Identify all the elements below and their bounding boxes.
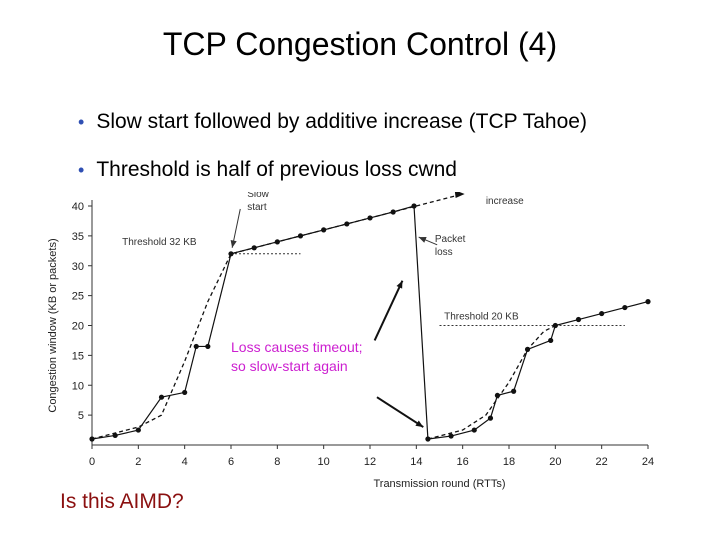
data-point bbox=[193, 343, 199, 350]
annotation-text: start bbox=[247, 202, 267, 213]
data-point bbox=[599, 310, 605, 317]
x-tick-label: 20 bbox=[549, 456, 561, 468]
x-tick-label: 16 bbox=[457, 456, 469, 468]
x-tick-label: 22 bbox=[596, 456, 608, 468]
x-tick-label: 12 bbox=[364, 456, 376, 468]
y-tick-label: 35 bbox=[72, 231, 84, 243]
data-point bbox=[548, 337, 554, 344]
timeout-callout-text: Loss causes timeout; bbox=[231, 339, 363, 355]
x-tick-label: 6 bbox=[228, 456, 234, 468]
bullet-icon: • bbox=[78, 160, 85, 180]
callout-arrow-up bbox=[373, 280, 404, 341]
data-point bbox=[645, 299, 651, 305]
aimd-question: Is this AIMD? bbox=[60, 490, 184, 513]
data-point bbox=[297, 233, 304, 239]
data-point bbox=[112, 432, 118, 439]
y-tick-label: 25 bbox=[72, 291, 84, 303]
x-tick-label: 24 bbox=[642, 456, 654, 468]
x-tick-label: 18 bbox=[503, 456, 515, 468]
data-point bbox=[411, 203, 417, 209]
bullet-text-1: Slow start followed by additive increase… bbox=[96, 110, 587, 133]
data-point bbox=[575, 316, 582, 323]
x-axis-label: Transmission round (RTTs) bbox=[373, 478, 505, 490]
arrowhead bbox=[454, 192, 465, 199]
x-tick-label: 0 bbox=[89, 456, 95, 468]
bullet-icon: • bbox=[78, 112, 85, 132]
x-tick-label: 4 bbox=[182, 456, 188, 468]
annotation-text: increase bbox=[486, 196, 524, 207]
data-point bbox=[552, 322, 558, 329]
callout-arrow-down-head bbox=[415, 420, 424, 428]
bullet-item-2: • Threshold is half of previous loss cwnd bbox=[78, 158, 457, 182]
y-tick-label: 30 bbox=[72, 261, 84, 273]
bullet-text-2: Threshold is half of previous loss cwnd bbox=[96, 158, 457, 181]
data-point bbox=[622, 304, 628, 311]
y-tick-label: 40 bbox=[72, 201, 84, 213]
packet-loss-pointer-arrow-head bbox=[418, 237, 427, 243]
slide-title: TCP Congestion Control (4) bbox=[162, 26, 558, 62]
data-point bbox=[471, 427, 477, 433]
timeout-callout-text: so slow-start again bbox=[231, 358, 348, 374]
bullet-item-1: • Slow start followed by additive increas… bbox=[78, 110, 587, 134]
x-tick-label: 10 bbox=[318, 456, 330, 468]
data-point bbox=[228, 251, 234, 257]
slow-start-pointer-arrow-head bbox=[230, 239, 237, 248]
series-line-dashed-restart bbox=[427, 324, 556, 440]
data-point bbox=[344, 221, 350, 227]
annotation-text: Threshold 20 KB bbox=[444, 312, 519, 323]
data-point bbox=[158, 394, 165, 400]
data-point bbox=[182, 389, 188, 396]
data-point bbox=[205, 343, 211, 350]
data-point bbox=[487, 415, 494, 421]
annotation-text: Slow bbox=[247, 192, 269, 200]
annotation-text: Threshold 32 KB bbox=[122, 237, 197, 248]
annotation-text: Additive bbox=[486, 192, 522, 194]
x-tick-label: 14 bbox=[410, 456, 422, 468]
annotation-text: Packet bbox=[435, 234, 466, 245]
y-axis-label: Congestion window (KB or packets) bbox=[47, 238, 59, 412]
y-tick-label: 5 bbox=[78, 410, 84, 422]
data-point bbox=[511, 388, 517, 394]
x-tick-label: 2 bbox=[135, 456, 141, 468]
callout-arrow-down bbox=[376, 396, 424, 428]
annotation-text: loss bbox=[435, 247, 453, 258]
y-tick-label: 15 bbox=[72, 350, 84, 362]
x-tick-label: 8 bbox=[274, 456, 280, 468]
callout-arrow-up-head bbox=[396, 280, 403, 289]
data-point bbox=[390, 209, 396, 215]
series-line-dashed bbox=[91, 193, 463, 440]
y-tick-label: 20 bbox=[72, 321, 84, 333]
y-tick-label: 10 bbox=[72, 380, 84, 392]
data-point bbox=[135, 427, 141, 433]
data-point bbox=[448, 433, 454, 439]
